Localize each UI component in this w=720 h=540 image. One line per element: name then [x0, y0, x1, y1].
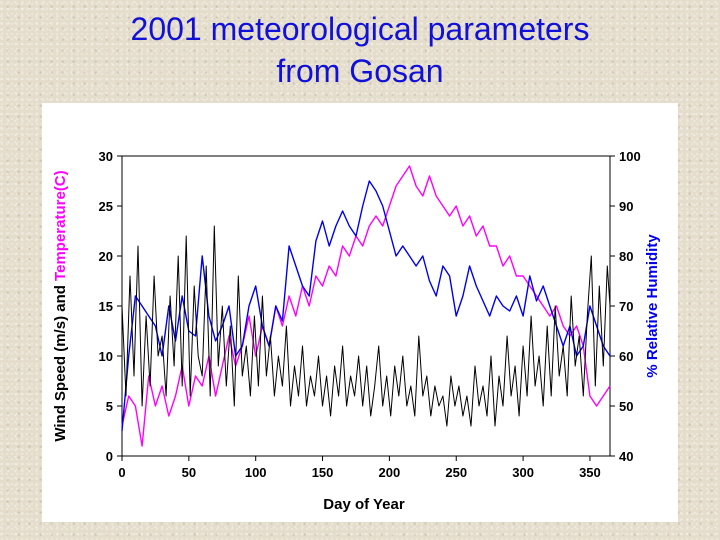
x-axis-title: Day of Year — [323, 496, 405, 513]
humidity-series-line — [121, 180, 611, 432]
y-left-tick-label: 0 — [106, 449, 113, 464]
x-tick-label: 100 — [245, 465, 267, 480]
y-right-tick-label: 70 — [619, 299, 633, 314]
x-tick-label: 0 — [118, 465, 125, 480]
y-left-tick-label: 15 — [99, 299, 113, 314]
x-tick-label: 150 — [312, 465, 334, 480]
y-right-tick-label: 100 — [619, 149, 641, 164]
y-right-tick-label: 50 — [619, 399, 633, 414]
left-axis-title-wind: Wind Speed (m/s) and — [52, 281, 69, 442]
y-right-tick-label: 40 — [619, 449, 633, 464]
y-right-tick-label: 60 — [619, 349, 633, 364]
chart-svg: 0 50 100 150 200 250 300 350 0 5 10 15 20 25 30 40 50 60 7… — [52, 149, 661, 513]
x-tick-label: 50 — [182, 465, 196, 480]
slide-title: 2001 meteorological parameters from Gosa… — [0, 8, 720, 92]
right-axis-title: % Relative Humidity — [644, 234, 661, 378]
y-left-tick-label: 25 — [99, 199, 113, 214]
wind-speed-series-line — [121, 225, 611, 427]
x-tick-label: 250 — [445, 465, 467, 480]
x-tick-label: 350 — [579, 465, 601, 480]
y-right-tick-label: 90 — [619, 199, 633, 214]
x-tick-label: 200 — [379, 465, 401, 480]
slide-title-line1: 2001 meteorological parameters — [130, 11, 590, 47]
y-left-tick-label: 20 — [99, 249, 113, 264]
series-layer — [121, 165, 611, 447]
axes-layer: 0 50 100 150 200 250 300 350 0 5 10 15 20 25 30 40 50 60 7… — [99, 149, 641, 480]
slide-title-line2: from Gosan — [276, 53, 444, 89]
y-left-tick-label: 30 — [99, 149, 113, 164]
left-axis-title: Wind Speed (m/s) and Temperature(C) — [52, 170, 69, 441]
chart-panel: 0 50 100 150 200 250 300 350 0 5 10 15 20 25 30 40 50 60 7… — [42, 103, 678, 522]
y-left-tick-label: 10 — [99, 349, 113, 364]
x-tick-label: 300 — [512, 465, 534, 480]
y-left-tick-label: 5 — [106, 399, 113, 414]
left-axis-title-temp: Temperature(C) — [52, 170, 69, 281]
y-right-tick-label: 80 — [619, 249, 633, 264]
